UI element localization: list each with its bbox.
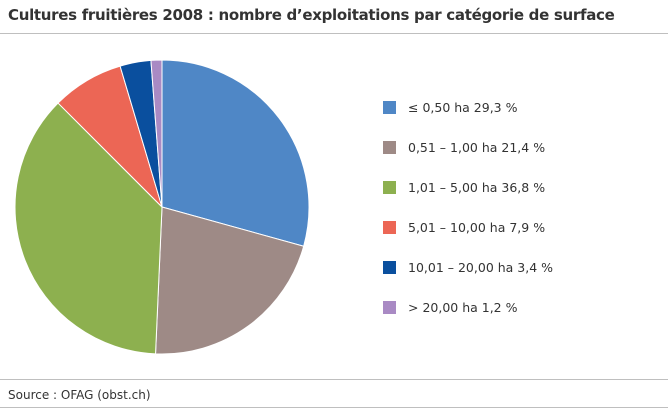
legend-label: > 20,00 ha 1,2 % (408, 299, 518, 315)
legend-swatch (383, 220, 396, 234)
legend-item: 1,01 – 5,00 ha 36,8 % (383, 179, 546, 195)
pie-slice-6 (150, 59, 163, 208)
legend-label: ≤ 0,50 ha 29,3 % (408, 99, 518, 115)
legend-label: 1,01 – 5,00 ha 36,8 % (408, 179, 546, 195)
chart-title: Cultures fruitières 2008 : nombre d’expl… (8, 6, 615, 24)
pie-slice-3 (14, 102, 163, 355)
legend-item: ≤ 0,50 ha 29,3 % (383, 99, 518, 115)
legend-item: > 20,00 ha 1,2 % (383, 299, 518, 315)
bottom-divider (0, 407, 668, 408)
legend-swatch (383, 100, 396, 114)
chart-panel: ≤ 0,50 ha 29,3 % 0,51 – 1,00 ha 21,4 % 1,0… (0, 33, 668, 380)
legend-swatch (383, 260, 396, 274)
legend-item: 10,01 – 20,00 ha 3,4 % (383, 259, 554, 275)
legend-item: 0,51 – 1,00 ha 21,4 % (383, 139, 546, 155)
legend-swatch (383, 300, 396, 314)
legend-swatch (383, 140, 396, 154)
legend-label: 10,01 – 20,00 ha 3,4 % (408, 259, 554, 275)
legend-label: 5,01 – 10,00 ha 7,9 % (408, 219, 546, 235)
source-note: Source : OFAG (obst.ch) (8, 388, 151, 402)
legend-item: 5,01 – 10,00 ha 7,9 % (383, 219, 546, 235)
pie-chart (14, 59, 310, 355)
legend-label: 0,51 – 1,00 ha 21,4 % (408, 139, 546, 155)
legend-swatch (383, 180, 396, 194)
pie-slice-1 (161, 59, 310, 247)
pie-slice-2 (155, 206, 305, 355)
